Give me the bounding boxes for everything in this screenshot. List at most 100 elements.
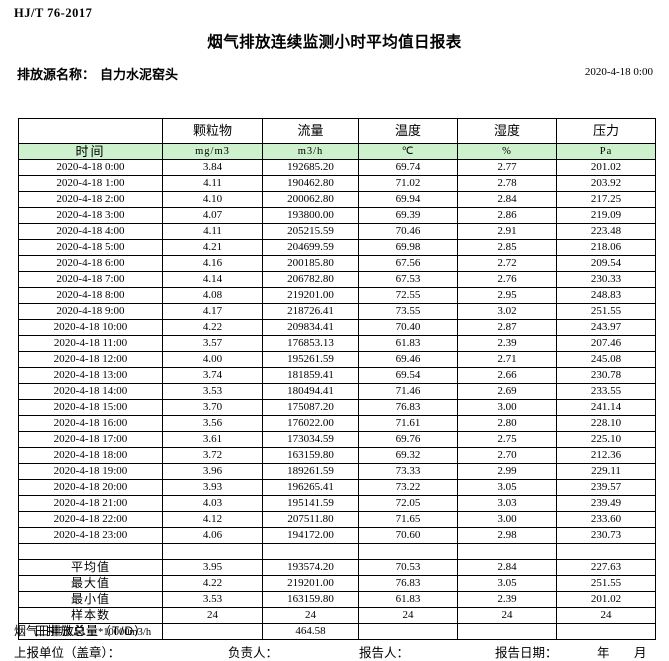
- cell-value-1: 192685.20: [262, 159, 359, 176]
- cell-value-4: 251.55: [556, 575, 656, 592]
- cell-value-1: 163159.80: [262, 591, 359, 608]
- table-row: 2020-4-18 7:00 4.14 206782.80 67.53 2.76 230.…: [18, 271, 656, 288]
- table-row: 2020-4-18 18:00 3.72 163159.80 69.32 2.70 212…: [18, 447, 656, 464]
- footer-reporter-label: 报告人：: [359, 646, 410, 660]
- cell-value-3: 3.00: [457, 399, 557, 416]
- cell-value-3: 2.99: [457, 463, 557, 480]
- cell-time: 2020-4-18 1:00: [18, 175, 163, 192]
- cell-value-0: 3.93: [162, 479, 263, 496]
- footer-year-label: 年: [597, 646, 610, 660]
- cell-value-4: 239.49: [556, 495, 656, 512]
- cell-value-3: 3.02: [457, 303, 557, 320]
- cell-value-2: 69.46: [358, 351, 458, 368]
- cell-value-3: 2.80: [457, 415, 557, 432]
- cell-value-2: 71.61: [358, 415, 458, 432]
- cell-value-0: 4.21: [162, 239, 263, 256]
- table-row: 2020-4-18 0:00 3.84 192685.20 69.74 2.77 201.…: [18, 159, 656, 176]
- cell-value-4: 239.57: [556, 479, 656, 496]
- table-row: 2020-4-18 16:00 3.56 176022.00 71.61 2.80 228…: [18, 415, 656, 432]
- cell-value-2: 70.53: [358, 559, 458, 576]
- table-row: 2020-4-18 6:00 4.16 200185.80 67.56 2.72 209.…: [18, 255, 656, 272]
- cell-value-2: 73.22: [358, 479, 458, 496]
- cell-value-0: 4.07: [162, 207, 263, 224]
- cell-value-0: 3.57: [162, 335, 263, 352]
- cell-value-3: 3.00: [457, 511, 557, 528]
- cell-value-2: 69.54: [358, 367, 458, 384]
- cell-value-4: 203.92: [556, 175, 656, 192]
- cell-value-1: 200185.80: [262, 255, 359, 272]
- cell-value-0: 4.17: [162, 303, 263, 320]
- cell-time: 2020-4-18 23:00: [18, 527, 163, 544]
- table-row: 2020-4-18 2:00 4.10 200062.80 69.94 2.84 217.…: [18, 191, 656, 208]
- table-row: 2020-4-18 22:00 4.12 207511.80 71.65 3.00 233…: [18, 511, 656, 528]
- table-row: 2020-4-18 11:00 3.57 176853.13 61.83 2.39 207…: [18, 335, 656, 352]
- cell-value-0: 3.53: [162, 383, 263, 400]
- cell-time: 2020-4-18 8:00: [18, 287, 163, 304]
- cell-value-2: 73.33: [358, 463, 458, 480]
- cell-value-3: 2.66: [457, 367, 557, 384]
- cell-value-1: 218726.41: [262, 303, 359, 320]
- cell-value-4: 233.55: [556, 383, 656, 400]
- cell-value-0: 4.14: [162, 271, 263, 288]
- cell-value-2: [358, 543, 458, 560]
- cell-value-1: 196265.41: [262, 479, 359, 496]
- table-row: 2020-4-18 4:00 4.11 205215.59 70.46 2.91 223.…: [18, 223, 656, 240]
- cell-time: 2020-4-18 2:00: [18, 191, 163, 208]
- cell-value-1: 176022.00: [262, 415, 359, 432]
- cell-time: 2020-4-18 17:00: [18, 431, 163, 448]
- cell-value-3: 2.77: [457, 159, 557, 176]
- cell-value-2: 69.98: [358, 239, 458, 256]
- footer-signature-row: 上报单位（盖章）： 负责人： 报告人： 报告日期： 年 月 日: [14, 642, 669, 660]
- cell-time: 2020-4-18 20:00: [18, 479, 163, 496]
- cell-value-4: [556, 623, 656, 640]
- report-datetime: 2020-4-18 0:00: [584, 66, 653, 78]
- cell-value-2: 69.74: [358, 159, 458, 176]
- cell-time: 2020-4-18 12:00: [18, 351, 163, 368]
- standard-code: HJ/T 76-2017: [14, 6, 93, 20]
- cell-value-4: 228.10: [556, 415, 656, 432]
- cell-value-3: 2.98: [457, 527, 557, 544]
- cell-value-4: 251.55: [556, 303, 656, 320]
- cell-time: 2020-4-18 16:00: [18, 415, 163, 432]
- cell-value-1: 219201.00: [262, 287, 359, 304]
- cell-value-2: 69.76: [358, 431, 458, 448]
- cell-value-0: 4.12: [162, 511, 263, 528]
- cell-value-2: 70.40: [358, 319, 458, 336]
- unit-humidity: %: [457, 143, 557, 160]
- cell-value-1: 195141.59: [262, 495, 359, 512]
- table-row: 2020-4-18 20:00 3.93 196265.41 73.22 3.05 239…: [18, 479, 656, 496]
- source-name-label: 排放源名称：: [17, 67, 96, 82]
- page-title: 烟气排放连续监测小时平均值日报表: [207, 34, 462, 51]
- unit-particulate: mg/m3: [162, 143, 263, 160]
- table-row: 2020-4-18 9:00 4.17 218726.41 73.55 3.02 251.…: [18, 303, 656, 320]
- table-summary-row: 最大值 4.22 219201.00 76.83 3.05 251.55: [18, 575, 656, 592]
- cell-time: 2020-4-18 6:00: [18, 255, 163, 272]
- cell-time: 2020-4-18 14:00: [18, 383, 163, 400]
- cell-value-1: 175087.20: [262, 399, 359, 416]
- cell-value-3: 2.95: [457, 287, 557, 304]
- cell-value-1: 464.58: [262, 623, 359, 640]
- header-row-units: 时间 mg/m3 m3/h ℃ % Pa: [18, 143, 656, 160]
- cell-value-4: 230.33: [556, 271, 656, 288]
- footer-date-label: 报告日期：: [495, 646, 558, 660]
- cell-value-2: 72.55: [358, 287, 458, 304]
- cell-value-0: 3.74: [162, 367, 263, 384]
- cell-time: 2020-4-18 22:00: [18, 511, 163, 528]
- table-row: 2020-4-18 23:00 4.06 194172.00 70.60 2.98 230…: [18, 527, 656, 544]
- unit-temperature: ℃: [358, 143, 458, 160]
- cell-value-3: 2.86: [457, 207, 557, 224]
- cell-value-4: [556, 543, 656, 560]
- cell-value-0: 4.10: [162, 191, 263, 208]
- cell-time: 2020-4-18 19:00: [18, 463, 163, 480]
- cell-value-2: 72.05: [358, 495, 458, 512]
- cell-value-2: 61.83: [358, 591, 458, 608]
- cell-value-0: [162, 543, 263, 560]
- table-summary-row: 日排放总量（T/D） 464.58: [18, 623, 656, 640]
- cell-value-1: 173034.59: [262, 431, 359, 448]
- cell-value-2: 73.55: [358, 303, 458, 320]
- cell-value-1: [262, 543, 359, 560]
- cell-value-4: 223.48: [556, 223, 656, 240]
- corner-cell: [18, 118, 163, 144]
- table-row: 2020-4-18 15:00 3.70 175087.20 76.83 3.00 241…: [18, 399, 656, 416]
- footer-month-label: 月: [634, 646, 647, 660]
